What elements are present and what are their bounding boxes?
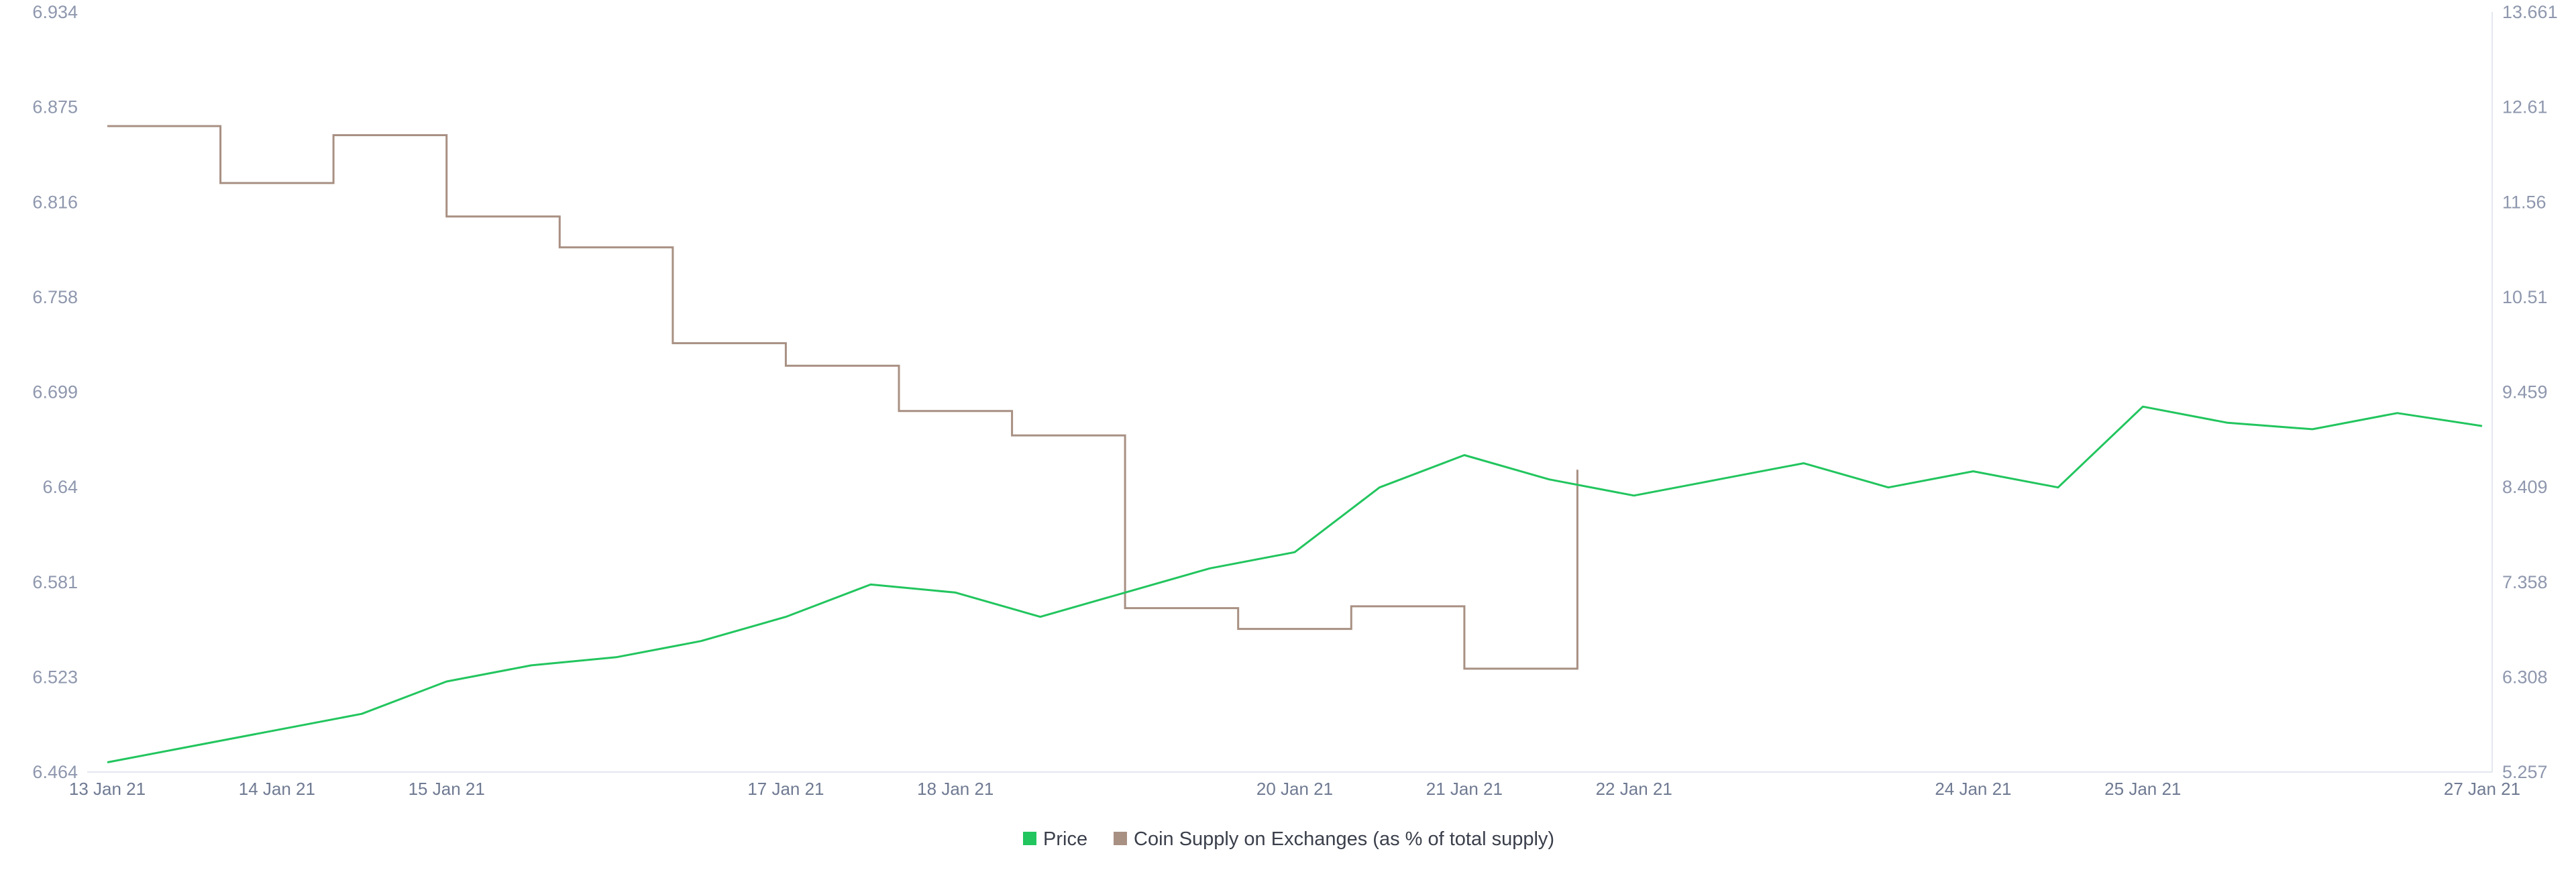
x-tick-label: 20 Jan 21 [1256,779,1333,799]
left-y-tick-label: 6.816 [32,192,78,212]
right-y-axis: 13.661 12.61 11.56 10.51 9.459 8.409 7.358 6.30… [2502,2,2558,782]
left-y-tick-label: 6.875 [32,97,78,117]
right-y-tick-label: 12.61 [2502,97,2548,117]
left-y-axis: 6.934 6.875 6.816 6.758 6.699 6.64 6.581 6.523 6… [32,2,78,782]
x-tick-label: 21 Jan 21 [1426,779,1503,799]
x-tick-label: 27 Jan 21 [2444,779,2520,799]
right-y-tick-label: 11.56 [2502,192,2546,212]
left-y-tick-label: 6.699 [32,382,78,402]
x-axis: 13 Jan 21 14 Jan 21 15 Jan 21 17 Jan 21 18 J… [69,779,2520,799]
legend-price-swatch [1023,832,1036,845]
x-tick-label: 22 Jan 21 [1596,779,1672,799]
x-tick-label: 13 Jan 21 [69,779,146,799]
x-tick-label: 25 Jan 21 [2104,779,2181,799]
legend-supply-swatch [1114,832,1127,845]
legend-supply-label: Coin Supply on Exchanges (as % of total … [1134,828,1554,850]
left-y-tick-label: 6.581 [32,572,78,592]
x-tick-label: 18 Jan 21 [917,779,994,799]
x-tick-label: 24 Jan 21 [1935,779,2011,799]
right-y-tick-label: 13.661 [2502,2,2558,22]
right-y-tick-label: 5.257 [2502,762,2548,782]
left-y-tick-label: 6.523 [32,667,78,687]
x-tick-label: 14 Jan 21 [239,779,315,799]
right-y-tick-label: 6.308 [2502,667,2548,687]
coin-supply-series-line [107,125,1578,670]
legend-price-label: Price [1043,828,1087,850]
left-y-tick-label: 6.758 [32,287,78,307]
right-y-tick-label: 10.51 [2502,287,2548,307]
right-y-tick-label: 8.409 [2502,477,2548,497]
right-y-tick-label: 9.459 [2502,382,2548,402]
left-y-tick-label: 6.464 [32,762,78,782]
legend: Price Coin Supply on Exchanges (as % of … [1023,828,1554,850]
x-tick-label: 17 Jan 21 [747,779,824,799]
left-y-tick-label: 6.934 [32,2,78,22]
price-series-line [107,405,2483,763]
x-tick-label: 15 Jan 21 [409,779,485,799]
right-y-tick-label: 7.358 [2502,572,2548,592]
left-y-tick-label: 6.64 [42,477,78,497]
